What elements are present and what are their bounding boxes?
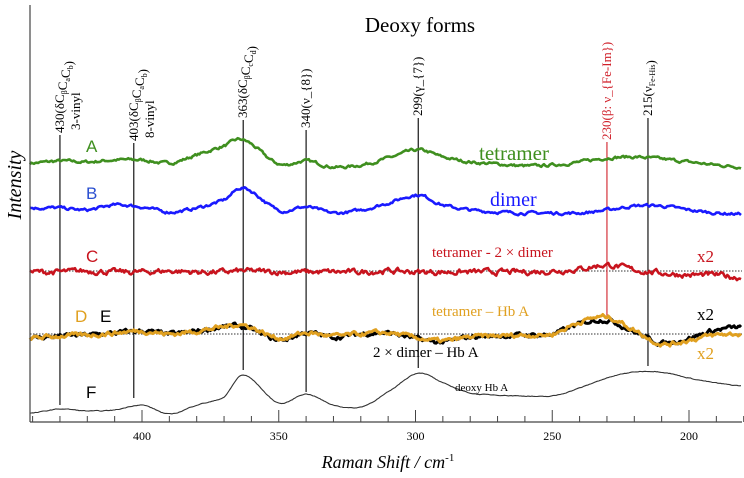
x-tick-label: 200 <box>680 429 698 443</box>
peak-label-430: 430(δCβCaCb) <box>52 61 76 133</box>
peak-label-230: 230(β: ν_{Fe-Im}) <box>599 42 614 140</box>
dimer-label: dimer <box>490 189 537 211</box>
series-A-line <box>28 136 742 170</box>
label-C: C <box>86 247 98 266</box>
x-tick-label: 250 <box>543 429 561 443</box>
peak-label-363: 363(δCβCcCd) <box>235 46 259 118</box>
peak-label-340: 340(ν_{8}) <box>298 68 313 128</box>
label-E: E <box>100 307 111 326</box>
series-B-line <box>29 186 742 217</box>
label-D: D <box>75 307 87 326</box>
peak-label-403: 403(δCβCaCb) <box>126 69 150 141</box>
c-description: tetramer - 2 × dimer <box>432 245 553 261</box>
x-axis-label-main: Raman Shift / cm <box>321 452 446 472</box>
c-scale-label: x2 <box>697 247 714 266</box>
peak-label-299: 299(γ_{7}) <box>410 57 425 116</box>
e-scale-label: x2 <box>697 305 714 324</box>
d-scale-label: x2 <box>697 344 714 363</box>
f-description: deoxy Hb A <box>455 382 508 394</box>
series-C-line <box>29 261 742 282</box>
label-F: F <box>86 383 96 402</box>
series-F-line <box>29 370 742 415</box>
label-A: A <box>86 137 98 156</box>
x-tick-label: 400 <box>133 429 151 443</box>
peak-sublabel-403: 8-vinyl <box>142 100 157 138</box>
x-tick-label: 350 <box>270 429 288 443</box>
d-description: tetramer – Hb A <box>432 304 529 320</box>
chart-title: Deoxy forms <box>365 13 475 37</box>
tetramer-label: tetramer <box>479 141 549 165</box>
y-axis-label: Intensity <box>4 150 26 220</box>
x-axis-label-sup: -1 <box>445 452 454 464</box>
label-B: B <box>86 184 97 203</box>
peak-sublabel-430: 3-vinyl <box>68 92 83 130</box>
e-description: 2 × dimer – Hb A <box>373 345 479 361</box>
series-D-line <box>28 313 743 348</box>
peak-label-215: 215(νFe-His) <box>640 60 658 116</box>
x-tick-label: 300 <box>407 429 425 443</box>
x-axis-label: Raman Shift / cm-1 <box>321 452 455 472</box>
